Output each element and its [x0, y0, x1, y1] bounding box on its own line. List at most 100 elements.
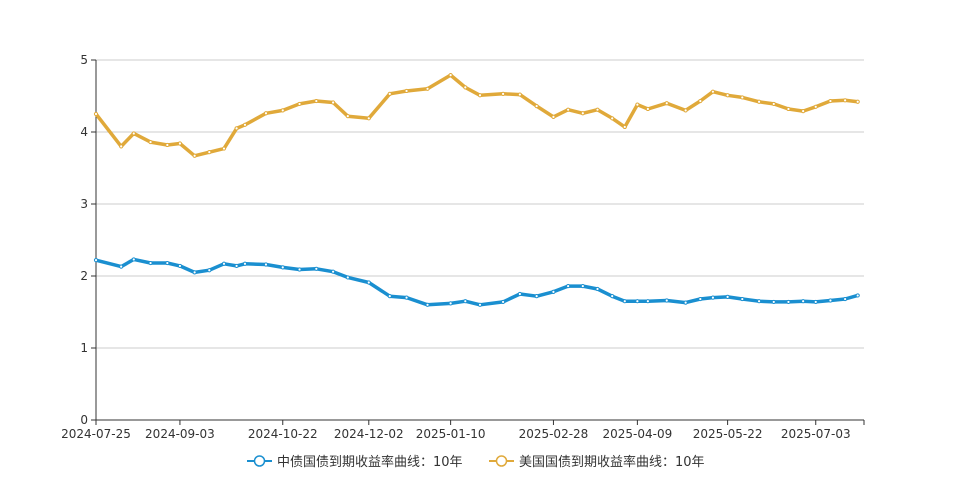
data-point [366, 280, 371, 285]
x-tick-label: 2024-07-25 [61, 427, 131, 441]
data-point [463, 299, 468, 304]
x-tick-label: 2025-05-22 [693, 427, 763, 441]
data-point [855, 99, 860, 104]
data-point [740, 296, 745, 302]
data-point [345, 275, 350, 280]
data-point [263, 111, 269, 116]
data-point [645, 299, 650, 304]
data-point [119, 144, 124, 149]
x-tick-label: 2025-01-10 [416, 427, 486, 441]
data-point [664, 298, 669, 303]
data-point [683, 300, 688, 305]
data-point [622, 299, 627, 304]
x-tick-label: 2024-09-03 [145, 427, 215, 441]
data-point [366, 116, 371, 121]
data-point [517, 291, 522, 297]
data-point [131, 257, 136, 262]
data-point [463, 85, 468, 90]
data-point [448, 301, 453, 306]
data-point [740, 95, 745, 100]
data-point [622, 124, 627, 130]
y-tick-label: 3 [80, 197, 88, 211]
data-point [131, 131, 136, 136]
legend-label: 中债国债到期收益率曲线：10年 [277, 454, 463, 470]
data-point [148, 139, 153, 145]
data-point [610, 116, 615, 121]
data-point [165, 260, 170, 266]
data-point [786, 299, 791, 305]
data-point [242, 261, 248, 266]
data-point [710, 89, 716, 94]
data-point [698, 98, 703, 104]
data-point [725, 294, 730, 299]
y-tick-label: 1 [80, 341, 88, 355]
data-point [177, 263, 183, 269]
data-point [771, 101, 776, 107]
data-point [242, 122, 248, 127]
axes: 0 1 2 3 4 5 2024-07-25 2024-09-03 2024-10-22 2024… [61, 53, 865, 441]
data-point [331, 100, 336, 105]
x-tick-label: 2024-12-02 [334, 427, 404, 441]
legend-circle-icon [495, 455, 508, 467]
series-lines [93, 73, 860, 307]
y-tick-label: 0 [80, 413, 88, 427]
data-point [234, 263, 239, 269]
x-tick-label: 2024-10-22 [248, 427, 318, 441]
legend[interactable]: 中债国债到期收益率曲线：10年 美国国债到期收益率曲线：10年 [247, 454, 705, 470]
data-point [566, 107, 571, 112]
data-point [843, 98, 848, 103]
data-point [843, 296, 848, 302]
data-point [534, 103, 539, 109]
data-point [645, 106, 650, 112]
data-point [192, 270, 197, 275]
data-point [387, 294, 392, 299]
data-point [280, 108, 285, 113]
x-tick-label: 2025-07-03 [781, 427, 851, 441]
data-point [635, 299, 640, 304]
x-tick-label: 2025-04-09 [603, 427, 673, 441]
data-point [192, 153, 197, 158]
legend-circle-icon [253, 455, 266, 467]
data-point [595, 107, 600, 112]
data-point [297, 267, 302, 272]
data-point [234, 126, 239, 131]
data-point [551, 289, 556, 294]
data-point [500, 91, 506, 96]
data-point [263, 262, 269, 267]
legend-item-1[interactable]: 中债国债到期收益率曲线：10年 [247, 454, 463, 470]
data-point [828, 98, 833, 104]
data-point [221, 261, 227, 266]
data-point [786, 106, 791, 112]
data-point [710, 295, 716, 300]
data-point [314, 98, 319, 104]
data-point [580, 111, 585, 116]
data-point [404, 295, 409, 300]
data-point [221, 146, 227, 151]
data-point [448, 73, 453, 78]
data-point [534, 294, 539, 299]
legend-item-2[interactable]: 美国国债到期收益率曲线：10年 [489, 454, 705, 470]
data-point [93, 258, 99, 263]
data-point [801, 299, 806, 304]
y-tick-label: 4 [80, 125, 88, 139]
data-point [387, 91, 392, 96]
data-point [148, 260, 153, 266]
data-point [813, 104, 818, 109]
data-point [477, 302, 483, 307]
data-point [517, 92, 522, 97]
data-point [165, 142, 170, 148]
data-point [314, 266, 319, 271]
data-point [801, 109, 806, 114]
data-point [551, 114, 556, 119]
data-point [177, 141, 183, 146]
data-point [828, 298, 833, 303]
data-point [771, 299, 776, 305]
data-point [756, 99, 762, 104]
data-point [683, 108, 688, 113]
data-point [425, 86, 430, 91]
data-point [610, 294, 615, 299]
data-point [698, 296, 703, 302]
data-point [635, 102, 640, 107]
